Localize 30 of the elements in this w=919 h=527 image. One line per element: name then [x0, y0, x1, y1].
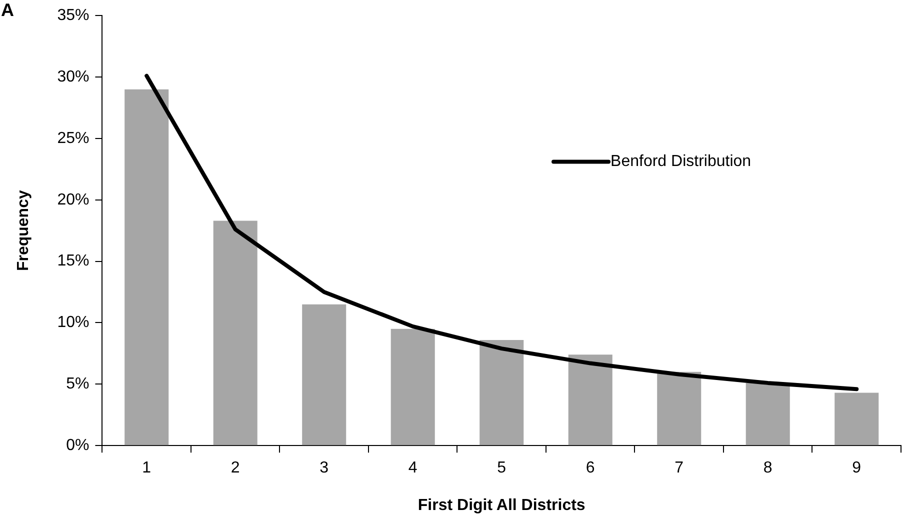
- y-tick-label: 25%: [57, 130, 90, 147]
- x-tick-label: 5: [497, 460, 506, 477]
- bar: [657, 372, 702, 446]
- x-tick-label: 9: [852, 460, 862, 477]
- y-tick-label: 5%: [66, 376, 90, 393]
- x-axis-title: First Digit All Districts: [418, 496, 586, 514]
- bar: [834, 392, 879, 446]
- x-tick-label: 3: [320, 460, 329, 477]
- bar: [480, 340, 524, 446]
- bar: [568, 354, 612, 446]
- bar: [124, 89, 169, 446]
- legend-label: Benford Distribution: [610, 153, 752, 170]
- bar: [213, 220, 258, 446]
- bar: [746, 382, 790, 446]
- x-tick-label: 7: [674, 460, 684, 477]
- x-tick-label: 6: [586, 460, 595, 477]
- bar: [302, 304, 346, 446]
- y-axis-title: Frequency: [15, 190, 32, 272]
- x-tick-label: 2: [230, 460, 240, 477]
- x-tick-label: 4: [408, 460, 418, 477]
- y-tick-label: 0%: [66, 437, 90, 454]
- y-tick-label: 20%: [57, 191, 90, 208]
- y-tick-label: 35%: [57, 7, 90, 24]
- y-tick-label: 15%: [57, 252, 90, 270]
- y-tick-label: 30%: [57, 68, 90, 86]
- bar: [390, 328, 435, 446]
- text: A: [1, 0, 14, 21]
- y-tick-label: 10%: [57, 314, 90, 332]
- x-tick-label: 8: [763, 460, 772, 477]
- x-tick-label: 1: [142, 460, 152, 477]
